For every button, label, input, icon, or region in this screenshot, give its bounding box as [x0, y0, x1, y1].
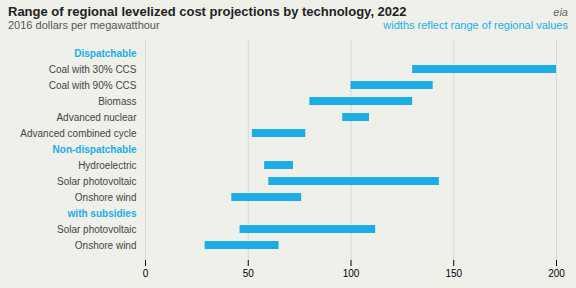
svg-text:Hydroelectric: Hydroelectric — [78, 160, 136, 171]
html-text:eia: eia — [553, 6, 568, 18]
html-text:Range of regional levelized co: Range of regional levelized cost project… — [8, 4, 407, 19]
html-text:widths reflect range of region: widths reflect range of regional values — [383, 19, 568, 31]
svg-text:100: 100 — [343, 268, 360, 279]
svg-text:Advanced combined cycle: Advanced combined cycle — [20, 128, 137, 139]
svg-text:Onshore wind: Onshore wind — [75, 192, 137, 203]
svg-text:Solar photovoltaic: Solar photovoltaic — [57, 224, 137, 235]
svg-text:Onshore wind: Onshore wind — [75, 240, 137, 251]
svg-text:Coal with 90% CCS: Coal with 90% CCS — [49, 80, 137, 91]
svg-text:50: 50 — [243, 268, 255, 279]
svg-text:Coal with 30% CCS: Coal with 30% CCS — [49, 64, 137, 75]
svg-text:with subsidies: with subsidies — [67, 208, 137, 219]
svg-text:Dispatchable: Dispatchable — [74, 48, 137, 59]
svg-text:Biomass: Biomass — [98, 96, 136, 107]
svg-text:Non-dispatchable: Non-dispatchable — [53, 144, 137, 155]
svg-text:0: 0 — [143, 268, 149, 279]
svg-text:150: 150 — [445, 268, 462, 279]
html-text:2016 dollars per megawatthour: 2016 dollars per megawatthour — [8, 19, 160, 31]
svg-text:Solar photovoltaic: Solar photovoltaic — [57, 176, 137, 187]
svg-text:200: 200 — [548, 268, 565, 279]
svg-text:Advanced nuclear: Advanced nuclear — [56, 112, 137, 123]
